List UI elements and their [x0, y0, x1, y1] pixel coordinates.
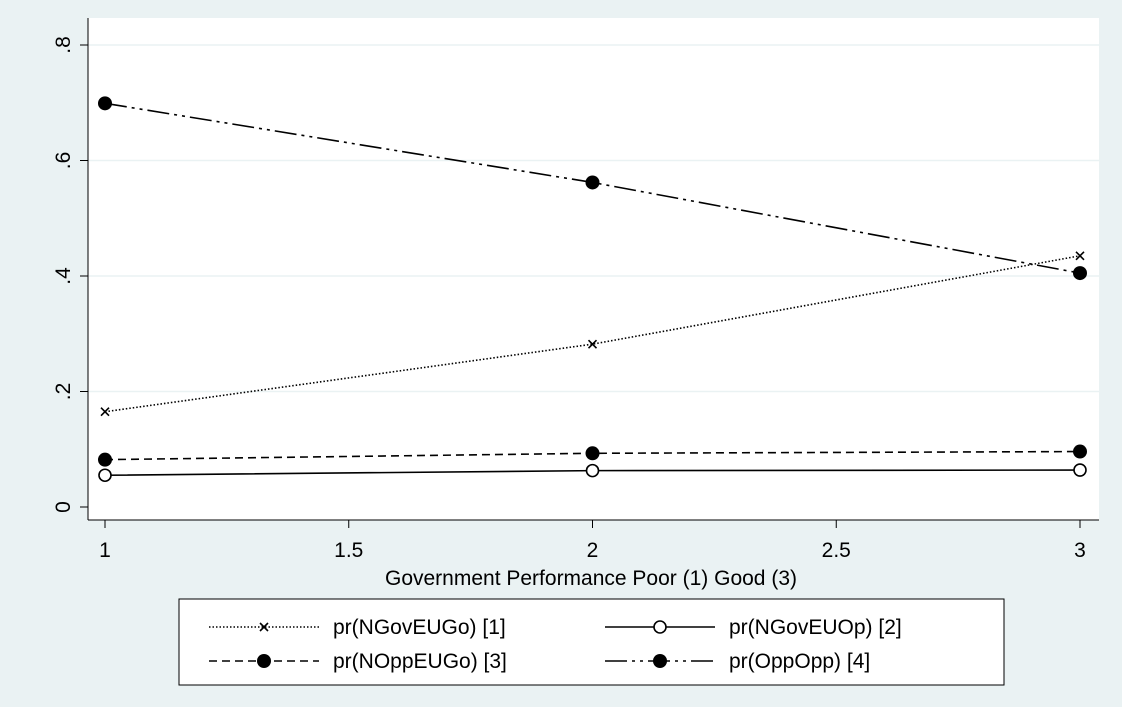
legend-item-1: pr(NGovEUGo) [1]	[209, 616, 506, 639]
series-1	[100, 251, 1085, 417]
legend-box	[178, 598, 1005, 686]
marker-x	[587, 339, 598, 349]
axes: 0 .2 .4 .6 .8 1 1.5 2 2.5 3	[52, 18, 1099, 562]
x-axis-title: Government Performance Poor (1) Good (3)	[385, 567, 797, 590]
y-tick-label: .4	[52, 267, 75, 285]
series-layer	[98, 96, 1087, 483]
marker-filled-circle	[257, 654, 271, 668]
marker-filled-circle	[585, 446, 600, 461]
marker-filled-circle	[1073, 444, 1087, 459]
y-tick-label: .2	[52, 383, 75, 401]
plot-area	[88, 18, 1099, 520]
x-tick-label: 3	[1074, 539, 1086, 562]
legend-item-3: pr(NOppEUGo) [3]	[209, 650, 507, 673]
marker-hollow-circle	[1073, 463, 1087, 477]
x-tick-label: 1	[99, 539, 111, 562]
marker-hollow-circle	[653, 620, 667, 634]
legend-label: pr(NGovEUOp) [2]	[729, 616, 902, 639]
legend-label: pr(NOppEUGo) [3]	[333, 650, 507, 673]
marker-filled-circle	[653, 654, 667, 668]
legend-label: pr(NGovEUGo) [1]	[333, 616, 506, 639]
legend-item-2: pr(NGovEUOp) [2]	[605, 616, 902, 639]
legend-label: pr(OppOpp) [4]	[729, 650, 870, 673]
series-2	[98, 463, 1087, 483]
marker-hollow-circle	[585, 463, 600, 478]
y-tick-label: 0	[52, 501, 75, 513]
series-3	[98, 444, 1087, 467]
marker-filled-circle	[1073, 266, 1087, 281]
legend: pr(NGovEUGo) [1] pr(NGovEUOp) [2] pr(NOppE…	[209, 616, 902, 673]
legend-item-4: pr(OppOpp) [4]	[605, 650, 870, 673]
x-tick-label: 1.5	[334, 539, 363, 562]
y-tick-label: .8	[52, 36, 75, 54]
marker-x	[259, 622, 269, 632]
marker-filled-circle	[98, 96, 112, 111]
marker-x	[100, 407, 110, 417]
marker-filled-circle	[585, 175, 600, 190]
x-tick-label: 2.5	[822, 539, 851, 562]
series-4	[98, 96, 1087, 281]
marker-x	[1075, 251, 1085, 261]
marker-filled-circle	[98, 452, 112, 467]
marker-hollow-circle	[98, 468, 112, 483]
y-tick-label: .6	[52, 152, 75, 170]
gridlines	[88, 44, 1099, 393]
x-tick-label: 2	[587, 539, 599, 562]
